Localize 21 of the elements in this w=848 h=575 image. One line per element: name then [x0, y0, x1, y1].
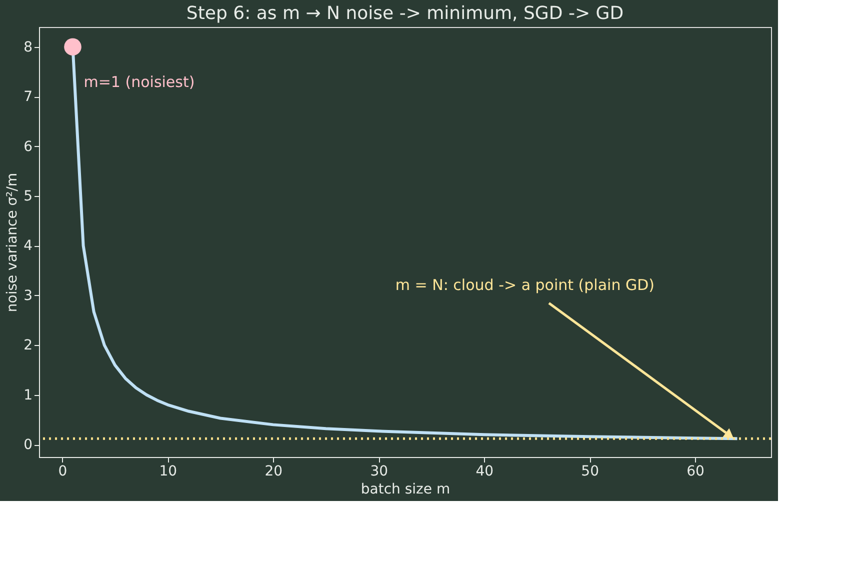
x-tick-label: 0	[58, 464, 68, 480]
x-tick-label: 30	[370, 464, 388, 480]
annotation: m = N: cloud -> a point (plain GD)	[395, 276, 655, 294]
y-tick-label: 6	[24, 138, 33, 155]
y-axis-title: noise variance σ²/m	[4, 172, 21, 312]
y-tick-label: 0	[24, 437, 32, 454]
y-tick-label: 2	[24, 338, 32, 354]
x-tick-label: 10	[159, 464, 178, 480]
x-tick-label: 40	[476, 464, 494, 480]
y-tick-label: 7	[24, 89, 32, 106]
chart-title: Step 6: as m → N noise -> minimum, SGD -> GD	[186, 3, 624, 24]
y-tick-label: 1	[24, 387, 32, 404]
x-axis-title: batch size m	[360, 482, 450, 498]
y-tick-label: 5	[24, 188, 32, 205]
y-tick-label: 3	[24, 288, 32, 304]
y-tick-label: 4	[24, 238, 33, 254]
y-tick-label: 8	[24, 39, 32, 56]
x-tick-label: 60	[686, 464, 704, 480]
x-tick-label: 50	[581, 464, 599, 480]
annotation: m=1 (noisiest)	[84, 72, 195, 91]
x-tick-label: 20	[264, 464, 283, 480]
